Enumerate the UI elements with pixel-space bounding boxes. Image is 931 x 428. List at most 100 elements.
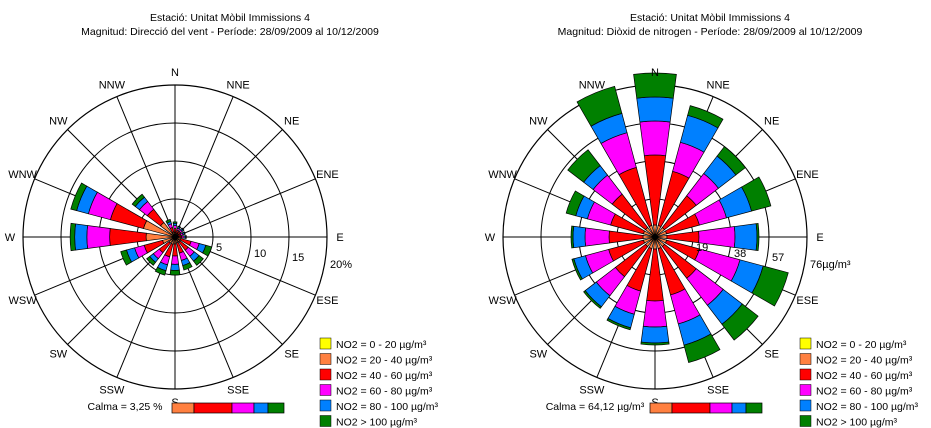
direction-label-e: E: [336, 232, 343, 244]
bar-segment-ne-5: [180, 227, 185, 232]
bar-segment-ese-5: [202, 244, 213, 257]
direction-label-w: W: [485, 232, 496, 244]
bar-segment-n-5: [633, 72, 677, 99]
legend-entry: NO2 > 100 µg/m³: [816, 417, 898, 428]
bar-segment-sse-5: [182, 262, 193, 271]
direction-label-wnw: WNW: [488, 169, 517, 181]
legend-entry: NO2 = 0 - 20 µg/m³: [816, 339, 907, 351]
bar-segment-s-4: [170, 263, 180, 271]
legend-entry: NO2 = 60 - 80 µg/m³: [816, 386, 913, 398]
direction-label-ne: NE: [764, 115, 779, 127]
direction-label-ssw: SSW: [99, 384, 125, 396]
ring-label: 10: [254, 248, 266, 260]
scale-bar-segment: [171, 402, 195, 414]
direction-label-nw: NW: [49, 115, 68, 127]
chart-title: Estació: Unitat Mòbil Immissions 4: [150, 12, 310, 24]
scale-bar-segment: [267, 402, 285, 414]
bar-segment-nne-5: [177, 225, 182, 229]
bar-segment-ssw-5: [154, 266, 167, 276]
chart-title: Estació: Unitat Mòbil Immissions 4: [630, 12, 790, 24]
scale-bar-segment: [231, 402, 255, 414]
direction-label-nne: NNE: [707, 80, 730, 92]
legend-entry: NO2 = 80 - 100 µg/m³: [816, 401, 919, 413]
scale-bar-segment: [731, 402, 747, 414]
legend-swatch: [319, 384, 332, 396]
legend-swatch: [799, 415, 812, 427]
scale-bar-segment: [253, 402, 269, 414]
direction-label-w: W: [5, 232, 16, 244]
bar-segment-sw-5: [146, 255, 157, 266]
direction-label-n: N: [171, 67, 179, 79]
direction-label-wsw: WSW: [9, 295, 38, 307]
bar-segment-se-5: [721, 303, 759, 341]
bar-segment-w-3: [584, 227, 610, 247]
scale-bar-segment: [649, 402, 673, 414]
direction-label-ssw: SSW: [579, 384, 605, 396]
chart-subtitle: Magnitud: Direcció del vent - Període: 2…: [81, 26, 379, 38]
bar-segment-e-2: [666, 230, 700, 244]
bar-segment-w-5: [570, 225, 575, 249]
bar-segment-e-2: [178, 235, 183, 239]
bar-segment-ssw-5: [606, 317, 632, 331]
bar-segment-s-4: [640, 325, 670, 344]
legend-entry: NO2 > 100 µg/m³: [336, 417, 418, 428]
legend-swatch: [319, 353, 332, 365]
bar-segment-wsw-5: [571, 258, 583, 281]
legend-entry: NO2 = 40 - 60 µg/m³: [816, 370, 913, 382]
legend-entry: NO2 = 60 - 80 µg/m³: [336, 386, 433, 398]
bar-segment-w-4: [74, 223, 88, 251]
bar-segment-ene-5: [183, 231, 186, 235]
ring-label: 57: [772, 252, 784, 264]
bar-segment-wnw-5: [565, 190, 585, 217]
bar-segment-n-3: [639, 120, 671, 157]
direction-label-nw: NW: [529, 115, 548, 127]
direction-label-ese: ESE: [316, 295, 338, 307]
grid-spoke: [174, 96, 234, 238]
bar-segment-ese-5: [751, 265, 789, 307]
direction-label-sse: SSE: [707, 384, 729, 396]
grid-spoke: [174, 129, 283, 238]
bar-segment-n-3: [173, 225, 177, 230]
direction-label-nne: NNE: [227, 80, 250, 92]
bar-segment-se-5: [193, 255, 204, 266]
grid-spoke: [174, 178, 316, 238]
scale-bar-segment: [709, 402, 733, 414]
bar-segment-nnw-5: [576, 85, 623, 127]
chart-subtitle: Magnitud: Diòxid de nitrogen - Període: …: [558, 26, 863, 38]
ring-label: 19: [696, 242, 708, 254]
direction-label-se: SE: [284, 349, 299, 361]
bar-segment-s-3: [642, 300, 668, 328]
bar-segment-e-5: [755, 223, 760, 251]
legend-swatch: [799, 353, 812, 365]
legend-entry: NO2 = 20 - 40 µg/m³: [336, 355, 433, 367]
direction-label-se: SE: [764, 349, 779, 361]
grid-spoke: [116, 96, 176, 238]
bar-segment-nw-5: [567, 149, 601, 183]
bar-segment-n-4: [636, 96, 674, 123]
direction-label-sw: SW: [49, 349, 67, 361]
calm-label: Calma = 3,25 %: [88, 401, 163, 413]
bar-segment-w-2: [109, 228, 147, 246]
bar-segment-wsw-5: [120, 249, 133, 266]
legend-swatch: [319, 399, 332, 412]
scale-bar-segment: [671, 402, 711, 414]
ring-label: 5: [216, 242, 222, 254]
bar-segment-s-5: [169, 269, 181, 276]
bar-segment-ne-5: [716, 146, 746, 176]
bar-segment-w-3: [86, 225, 111, 249]
bar-segment-e-5: [185, 235, 187, 239]
direction-label-wnw: WNW: [8, 169, 37, 181]
legend-swatch: [799, 399, 812, 412]
bar-segment-s-2: [172, 243, 178, 257]
legend-swatch: [319, 415, 332, 427]
bar-segment-sse-5: [683, 333, 721, 363]
bar-segment-s-3: [171, 255, 179, 265]
direction-label-ne: NE: [284, 115, 299, 127]
direction-label-e: E: [816, 232, 823, 244]
scale-bar-segment: [745, 402, 763, 414]
ring-label: 38: [734, 248, 746, 260]
ring-label: 76µg/m³: [810, 259, 851, 271]
legend-entry: NO2 = 80 - 100 µg/m³: [336, 401, 439, 413]
bar-segment-w-4: [572, 225, 586, 249]
